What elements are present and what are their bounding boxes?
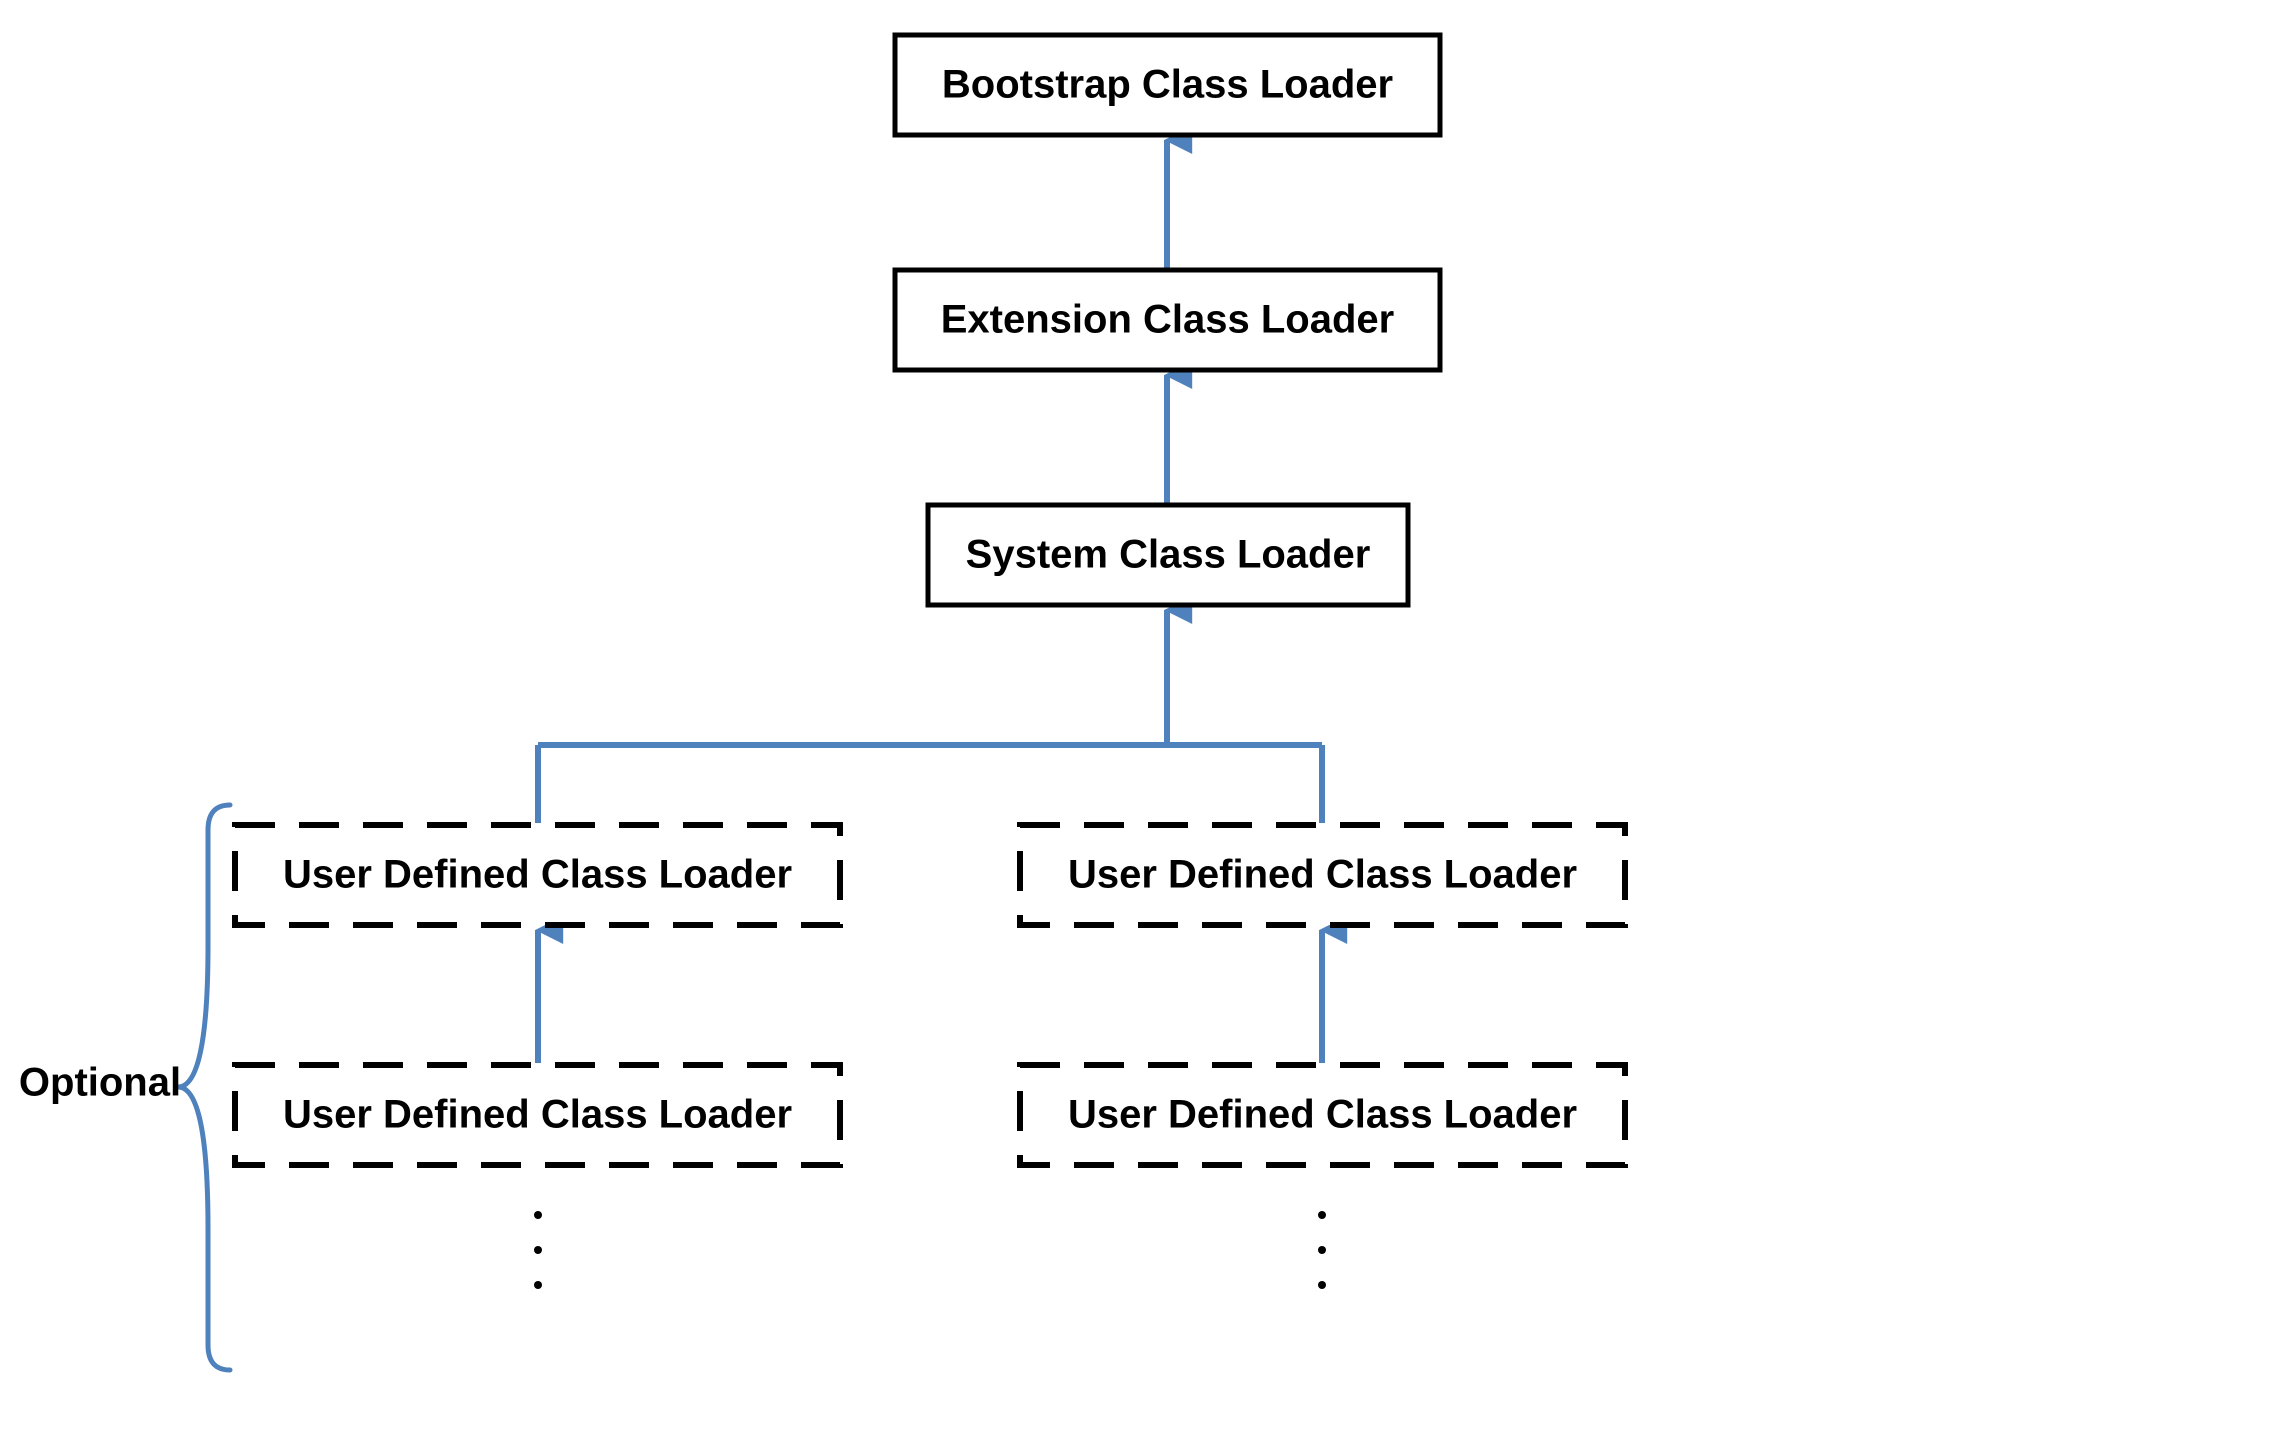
node-user_left_1: User Defined Class Loader — [235, 825, 840, 925]
classloader-hierarchy-diagram: Bootstrap Class Loader Extension Class Lo… — [0, 0, 2269, 1444]
ellipsis-dot-1-0 — [1318, 1211, 1326, 1219]
node-label-user_left_1: User Defined Class Loader — [283, 853, 792, 897]
node-label-user_right_1: User Defined Class Loader — [1068, 853, 1577, 897]
ellipsis-dot-1-2 — [1318, 1281, 1326, 1289]
ellipsis-dot-0-2 — [534, 1281, 542, 1289]
ellipsis-dot-0-0 — [534, 1211, 542, 1219]
node-label-bootstrap: Bootstrap Class Loader — [942, 63, 1393, 107]
node-label-extension: Extension Class Loader — [941, 298, 1394, 342]
ellipsis-dot-0-1 — [534, 1246, 542, 1254]
node-user_left_2: User Defined Class Loader — [235, 1065, 840, 1165]
node-system: System Class Loader — [928, 505, 1408, 605]
node-label-user_left_2: User Defined Class Loader — [283, 1093, 792, 1137]
node-user_right_2: User Defined Class Loader — [1020, 1065, 1625, 1165]
node-user_right_1: User Defined Class Loader — [1020, 825, 1625, 925]
node-label-user_right_2: User Defined Class Loader — [1068, 1093, 1577, 1137]
node-label-system: System Class Loader — [966, 533, 1371, 577]
node-extension: Extension Class Loader — [895, 270, 1440, 370]
node-bootstrap: Bootstrap Class Loader — [895, 35, 1440, 135]
optional-label: Optional — [19, 1061, 181, 1105]
ellipsis-dot-1-1 — [1318, 1246, 1326, 1254]
optional-brace — [178, 805, 230, 1370]
